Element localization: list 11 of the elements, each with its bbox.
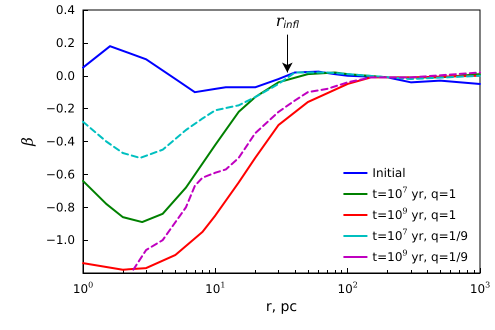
y-tick-label: −1.0 — [46, 233, 75, 248]
y-tick-label: 0.2 — [56, 36, 75, 50]
y-tick-label: −0.4 — [46, 134, 75, 148]
x-axis-title: r, pc — [266, 298, 298, 315]
y-tick-label: 0.4 — [56, 3, 75, 17]
y-axis-title: β — [18, 136, 36, 147]
y-tick-label: −0.8 — [46, 200, 75, 214]
legend-label: Initial — [372, 166, 406, 180]
y-tick-label: 0.0 — [56, 68, 75, 83]
y-tick-label: −0.6 — [46, 167, 75, 182]
y-tick-label: −0.2 — [46, 102, 75, 116]
